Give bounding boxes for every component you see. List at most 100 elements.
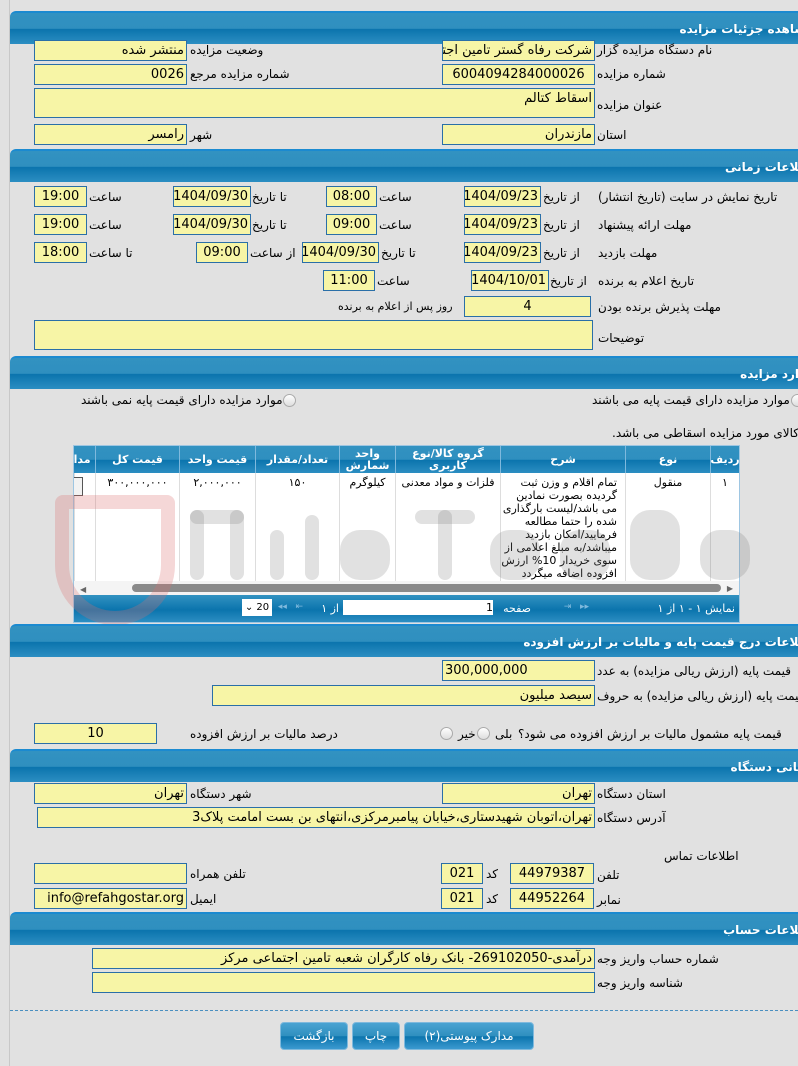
org-field[interactable]: شرکت رفاه گستر تامین اجتماعی xyxy=(442,40,595,61)
fax-code-label: کد xyxy=(486,892,499,906)
page-label: صفحه xyxy=(503,602,531,615)
org-city-field[interactable]: تهران xyxy=(34,783,187,804)
payment-id-field[interactable] xyxy=(92,972,595,993)
publish-to-time-field[interactable]: 19:00 xyxy=(34,186,87,207)
cell-group: فلزات و مواد معدنی xyxy=(395,473,500,581)
col-header[interactable]: واحد شمارش xyxy=(339,446,395,473)
publish-from-time-field[interactable]: 08:00 xyxy=(326,186,377,207)
visit-to-time-field[interactable]: 18:00 xyxy=(34,242,87,263)
pager-first-prev-icon[interactable]: ◂◂ ⇤ xyxy=(277,602,303,612)
announce-date-field[interactable]: 1404/10/01 xyxy=(471,270,549,291)
section-title: مشاهده جزئیات مزایده xyxy=(679,22,798,36)
chevron-down-icon: ⌄ xyxy=(244,602,254,613)
col-header[interactable]: ردیف xyxy=(710,446,739,473)
fax-field[interactable]: 44952264 xyxy=(510,888,594,909)
phone-field[interactable]: 44979387 xyxy=(510,863,594,884)
visit-from-field[interactable]: 1404/09/23 xyxy=(464,242,541,263)
number-field[interactable]: 6004094284000026 xyxy=(442,64,595,85)
status-field[interactable]: منتشر شده xyxy=(34,40,187,61)
vat-percent-field[interactable]: 10 xyxy=(34,723,157,744)
page-size-select[interactable]: ⌄ 20 xyxy=(242,599,272,616)
account-field[interactable]: درآمدی-269102050- بانک رفاه کارگران شعبه… xyxy=(92,948,595,969)
price-words-field[interactable]: سیصد میلیون xyxy=(212,685,595,706)
title-field[interactable]: اسقاط کتالم xyxy=(34,88,595,118)
back-button[interactable]: بازگشت xyxy=(280,1022,348,1050)
ref-field[interactable]: 0026 xyxy=(34,64,187,85)
price-number-field[interactable]: 300,000,000 xyxy=(442,660,595,681)
pager-next-last-icon[interactable]: ⇥ ▸▸ xyxy=(563,602,589,612)
documents-button[interactable] xyxy=(74,477,83,496)
mobile-field[interactable] xyxy=(34,863,187,884)
section-title: نشانی دستگاه xyxy=(730,760,798,774)
province-label: استان xyxy=(597,128,627,142)
payment-id-label: شناسه واریز وجه xyxy=(597,976,683,990)
from-hour-label: از ساعت xyxy=(250,246,296,260)
org-province-field[interactable]: تهران xyxy=(442,783,595,804)
cell-documents xyxy=(74,473,95,581)
fax-code-field[interactable]: 021 xyxy=(441,888,483,909)
accept-label: مهلت پذیرش برنده بودن xyxy=(598,300,721,314)
hour-label: ساعت xyxy=(89,190,122,204)
accept-days-field[interactable]: 4 xyxy=(464,296,591,317)
col-header[interactable]: شرح xyxy=(500,446,625,473)
items-table: ردیف نوع شرح گروه کالا/نوع کاربری واحد ش… xyxy=(73,445,740,623)
offer-from-time-field[interactable]: 09:00 xyxy=(326,214,377,235)
pager-of: از ۱ xyxy=(321,602,339,615)
offer-to-field[interactable]: 1404/09/30 xyxy=(173,214,251,235)
number-label: شماره مزایده xyxy=(597,67,666,81)
hour-label: ساعت xyxy=(89,218,122,232)
desc-label: توضیحات xyxy=(598,331,645,345)
province-field[interactable]: مازندران xyxy=(442,124,595,145)
radio-with-base-price-label: موارد مزایده دارای قیمت پایه می باشند xyxy=(592,393,790,407)
horizontal-scrollbar[interactable]: ◀ ▶ xyxy=(74,581,739,595)
to-date-label: تا تاریخ xyxy=(252,218,287,232)
publish-from-field[interactable]: 1404/09/23 xyxy=(464,186,541,207)
city-field[interactable]: رامسر xyxy=(34,124,187,145)
radio-without-base-price-label: موارد مزایده دارای قیمت پایه نمی باشند xyxy=(81,393,283,407)
radio-without-base-price[interactable] xyxy=(283,394,296,407)
to-date-label: تا تاریخ xyxy=(252,190,287,204)
col-header[interactable]: تعداد/مقدار xyxy=(255,446,339,473)
page-input[interactable]: 1 xyxy=(343,600,493,615)
from-date-label: از تاریخ xyxy=(550,274,587,288)
radio-with-base-price[interactable] xyxy=(791,394,798,407)
attachments-button[interactable]: مدارک پیوستی(۲) xyxy=(404,1022,534,1050)
section-header-account: اطلاعات حساب xyxy=(10,912,798,945)
scrollbar-thumb[interactable] xyxy=(132,584,721,592)
announce-time-field[interactable]: 11:00 xyxy=(323,270,375,291)
email-field[interactable]: info@refahgostar.org xyxy=(34,888,187,909)
col-header[interactable]: قیمت کل xyxy=(95,446,179,473)
offer-from-field[interactable]: 1404/09/23 xyxy=(464,214,541,235)
section-title: اطلاعات درج قیمت پایه و مالیات بر ارزش ا… xyxy=(523,635,798,649)
section-header-price: اطلاعات درج قیمت پایه و مالیات بر ارزش ا… xyxy=(10,624,798,657)
col-header[interactable]: گروه کالا/نوع کاربری xyxy=(395,446,500,473)
visit-from-time-field[interactable]: 09:00 xyxy=(196,242,248,263)
col-header[interactable]: نوع xyxy=(625,446,710,473)
visit-to-field[interactable]: 1404/09/30 xyxy=(302,242,379,263)
publish-to-field[interactable]: 1404/09/30 xyxy=(173,186,251,207)
phone-label: تلفن xyxy=(597,868,620,882)
phone-code-field[interactable]: 021 xyxy=(441,863,483,884)
vat-yes-radio[interactable] xyxy=(477,727,490,740)
price-words-label: قیمت پایه (ارزش ریالی مزایده) به حروف xyxy=(597,689,798,703)
account-label: شماره حساب واریز وجه xyxy=(597,952,719,966)
section-title: اطلاعات حساب xyxy=(723,923,798,937)
col-header[interactable]: قیمت واحد xyxy=(179,446,255,473)
hour-label: ساعت xyxy=(379,218,412,232)
divider xyxy=(10,1010,798,1011)
vat-percent-label: درصد مالیات بر ارزش افزوده xyxy=(190,727,338,741)
scroll-right-icon[interactable]: ▶ xyxy=(726,584,733,593)
org-address-field[interactable]: تهران،اتوبان شهیدستاری،خیابان پیامبرمرکز… xyxy=(37,807,595,828)
print-button[interactable]: چاپ xyxy=(352,1022,400,1050)
accept-suffix: روز پس از اعلام به برنده xyxy=(338,300,453,313)
cell-description: تمام اقلام و وزن ثبت گردیده بصورت نمادین… xyxy=(500,473,625,581)
ref-label: شماره مزایده مرجع xyxy=(190,67,290,81)
pager-summary: نمایش ۱ - ۱ از ۱ xyxy=(657,602,735,615)
scroll-left-icon[interactable]: ◀ xyxy=(80,585,87,594)
page-border xyxy=(9,0,10,1066)
section-title: موارد مزایده xyxy=(740,367,798,381)
offer-to-time-field[interactable]: 19:00 xyxy=(34,214,87,235)
vat-no-radio[interactable] xyxy=(440,727,453,740)
desc-field[interactable] xyxy=(34,320,593,350)
col-header[interactable]: مدارک xyxy=(74,446,95,473)
